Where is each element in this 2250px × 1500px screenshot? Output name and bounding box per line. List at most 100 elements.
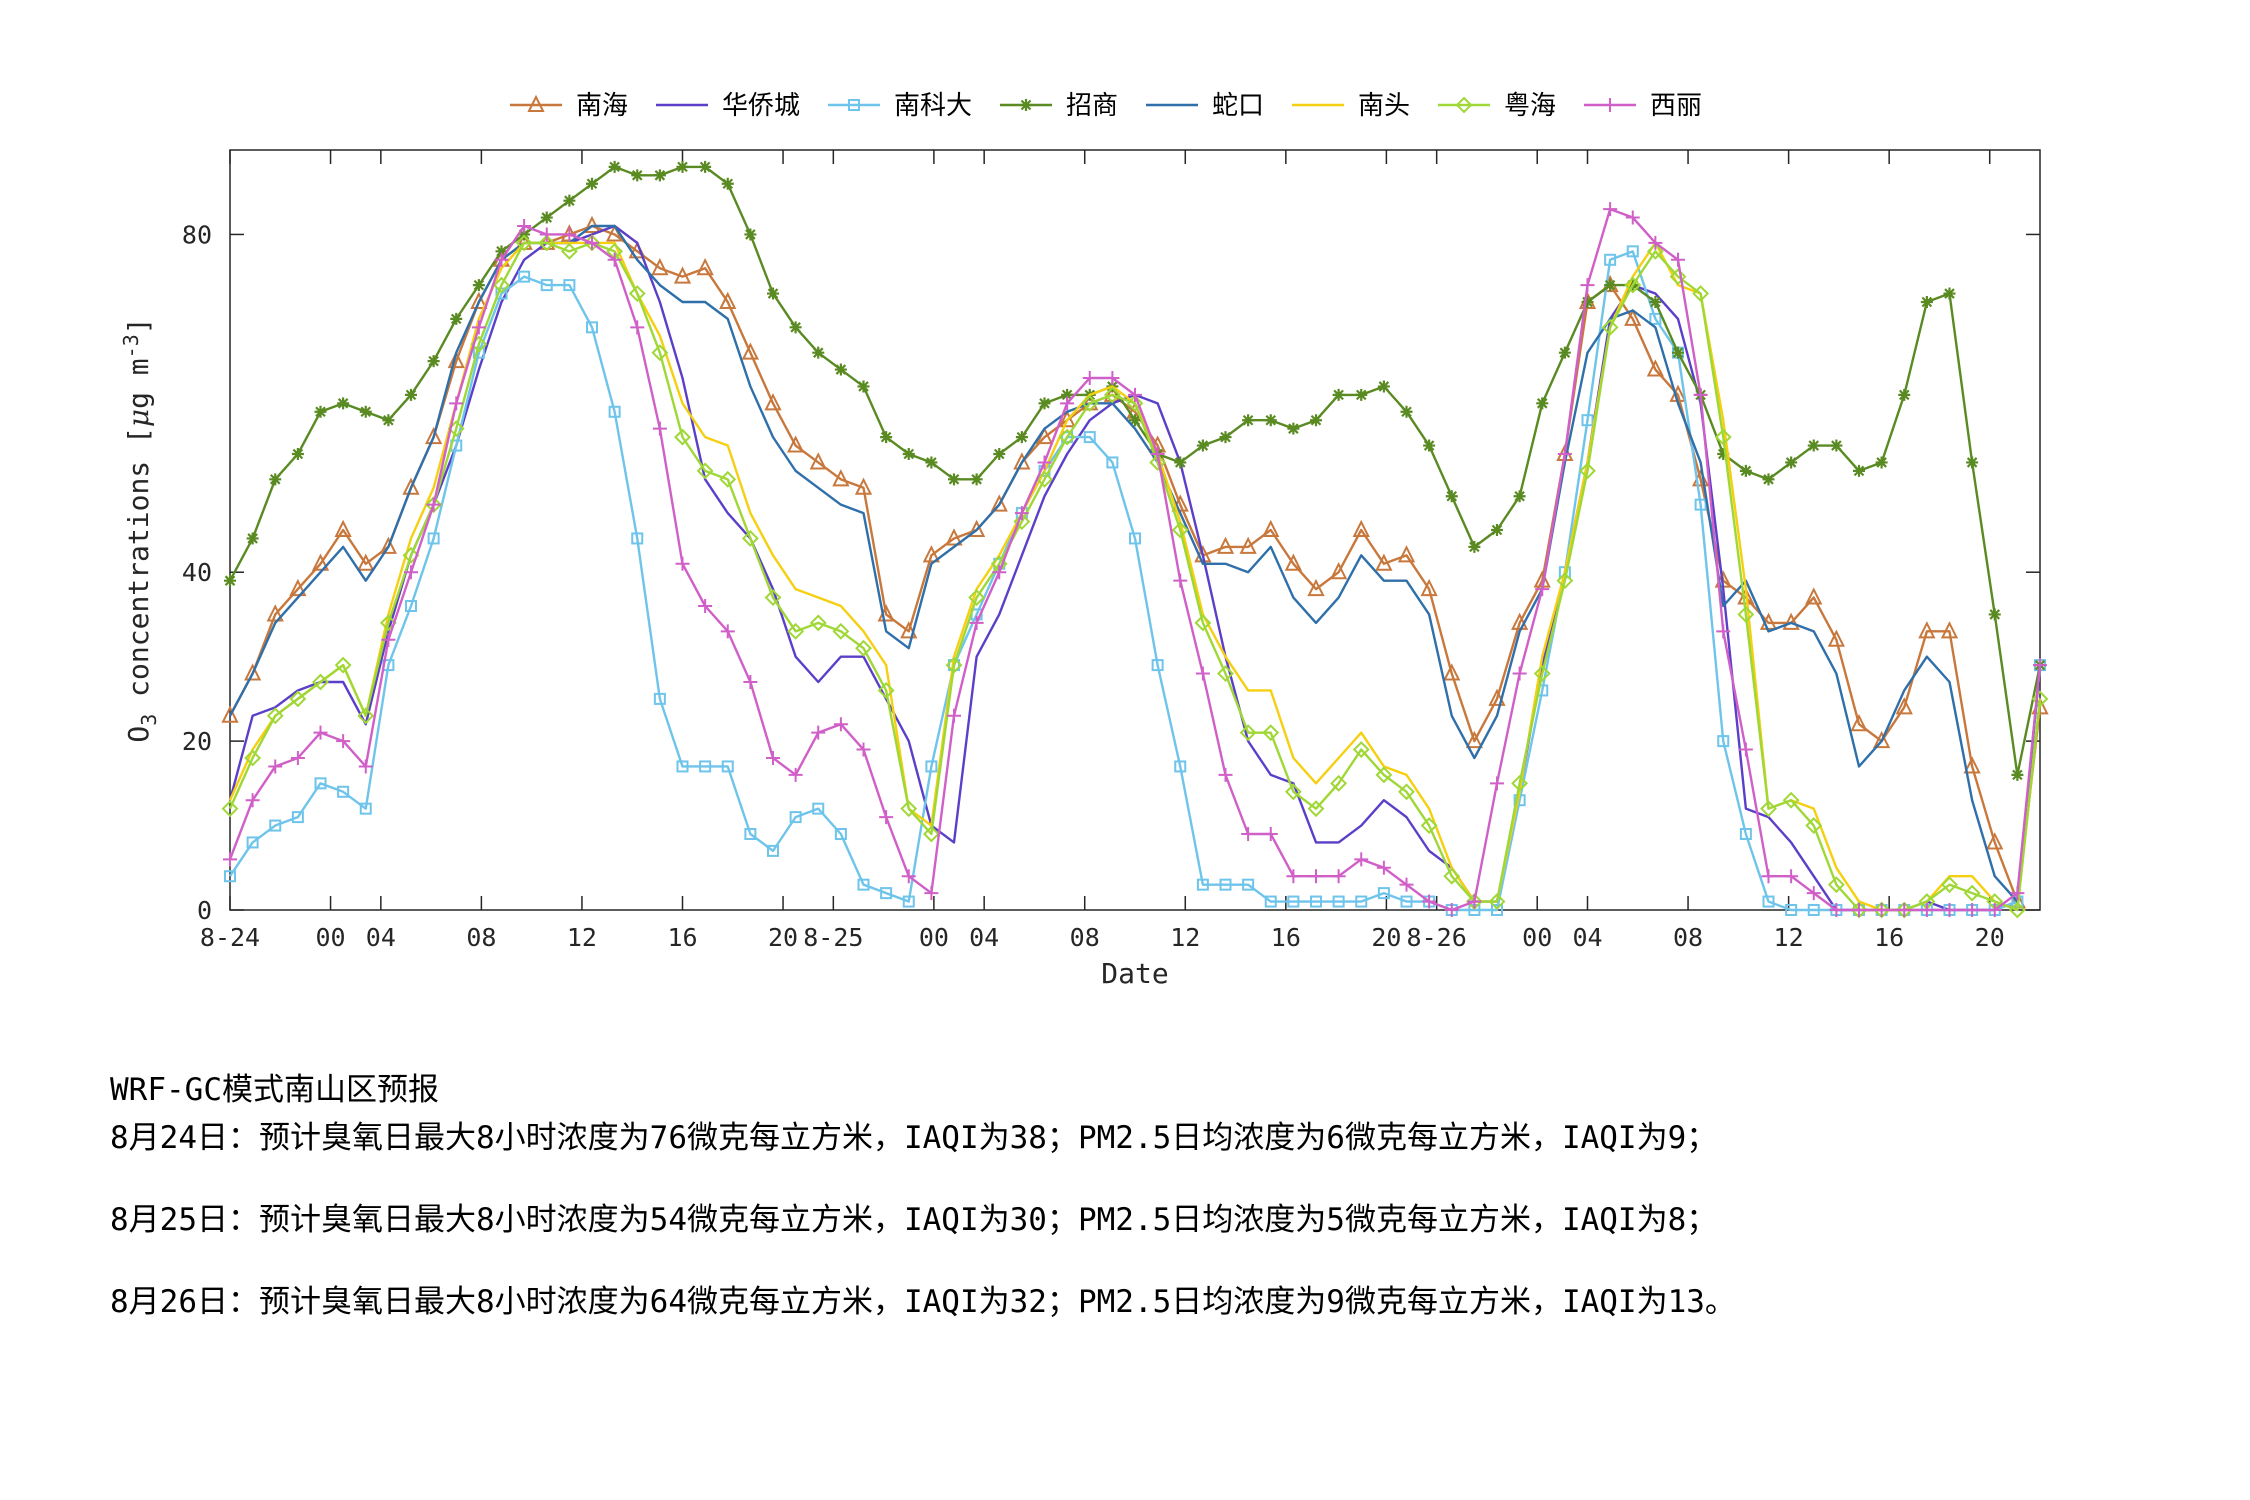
data-point [880,431,893,444]
data-point [1805,587,1823,605]
data-point [789,811,802,824]
data-point [1963,756,1981,774]
y-tick-label: 80 [182,220,212,249]
data-point [527,94,545,112]
data-point [470,291,488,309]
data-point [562,227,577,242]
data-point [1807,439,1820,452]
legend-item: 华侨城 [656,91,800,121]
data-point [1352,741,1370,758]
data-point [834,363,847,376]
data-point [518,228,531,241]
data-point [1354,852,1369,867]
legend-label: 华侨城 [722,91,800,121]
data-point [652,421,667,436]
data-point [1287,895,1300,908]
data-point [1420,578,1438,597]
data-point [1760,800,1777,818]
data-point [696,462,714,480]
data-point [1174,760,1187,773]
data-point [812,346,825,359]
data-point [1897,903,1912,917]
data-point [922,825,940,843]
data-point [1966,456,1979,469]
data-point [357,707,375,725]
data-point [1465,730,1483,749]
data-point [2033,658,2047,673]
data-point [1445,490,1458,503]
data-point [1581,414,1594,427]
data-point [1355,895,1368,908]
data-point [291,811,304,824]
data-point [1455,96,1473,114]
data-point [948,473,960,486]
data-point [266,707,284,725]
data-point [1239,724,1257,742]
data-point [517,219,532,233]
data-point [1853,464,1865,477]
data-point [1785,456,1798,469]
data-point [337,397,350,410]
data-point [744,228,757,241]
data-point [1785,904,1798,916]
data-point [269,819,282,832]
data-point [854,477,873,495]
data-point [245,793,260,808]
data-point [990,494,1008,512]
forecast-line-aug25: 8月25日：预计臭氧日最大8小时浓度为54微克每立方米，IAQI为30；PM2.… [110,1202,1718,1238]
x-tick-label: 08 [466,923,496,952]
data-point [1963,884,1981,902]
data-point [653,692,666,705]
data-point [698,599,713,613]
data-point [1219,431,1232,444]
x-tick-label: 8-26 [1407,923,1467,952]
data-point [1400,405,1413,418]
data-point [1895,697,1913,715]
data-point [1376,860,1391,875]
data-point [628,285,646,302]
legend-item: 招商 [1000,91,1118,121]
data-point [1377,887,1390,900]
data-point [1061,388,1074,401]
data-point [1195,666,1210,681]
x-tick-label: 16 [1874,923,1904,952]
data-point [809,614,827,632]
data-point [1762,895,1775,908]
data-point [1604,279,1617,292]
data-point [359,802,372,815]
x-tick-label: 08 [1070,923,1100,952]
data-point [1309,869,1323,884]
data-point [699,760,712,773]
data-point [1262,724,1280,742]
legend-item: 南科大 [828,91,972,121]
x-tick-label: 20 [1975,923,2005,952]
data-point [1284,783,1302,801]
data-point [1739,464,1752,477]
data-point [495,287,508,300]
data-point [1310,414,1322,427]
data-point [1873,730,1891,749]
data-point [359,405,372,418]
data-point [1036,470,1053,488]
data-point [1714,428,1732,446]
x-tick-label: 20 [768,923,798,952]
data-point [880,887,893,900]
data-point [291,448,304,460]
data-point [244,749,262,767]
data-point [1558,346,1571,359]
data-point [1491,524,1503,536]
data-point [563,279,576,292]
x-tick-label: 08 [1673,923,1703,952]
data-point [945,528,963,546]
data-point [1580,278,1595,293]
data-point [1782,612,1800,630]
data-point [540,211,553,224]
data-point [674,428,691,446]
data-point [1603,202,1618,217]
data-point [1106,456,1119,469]
data-point [1491,904,1503,916]
forecast-title: WRF-GC模式南山区预报 [110,1072,439,1108]
data-point [764,589,782,606]
data-point [244,663,262,681]
data-point [1852,903,1866,917]
